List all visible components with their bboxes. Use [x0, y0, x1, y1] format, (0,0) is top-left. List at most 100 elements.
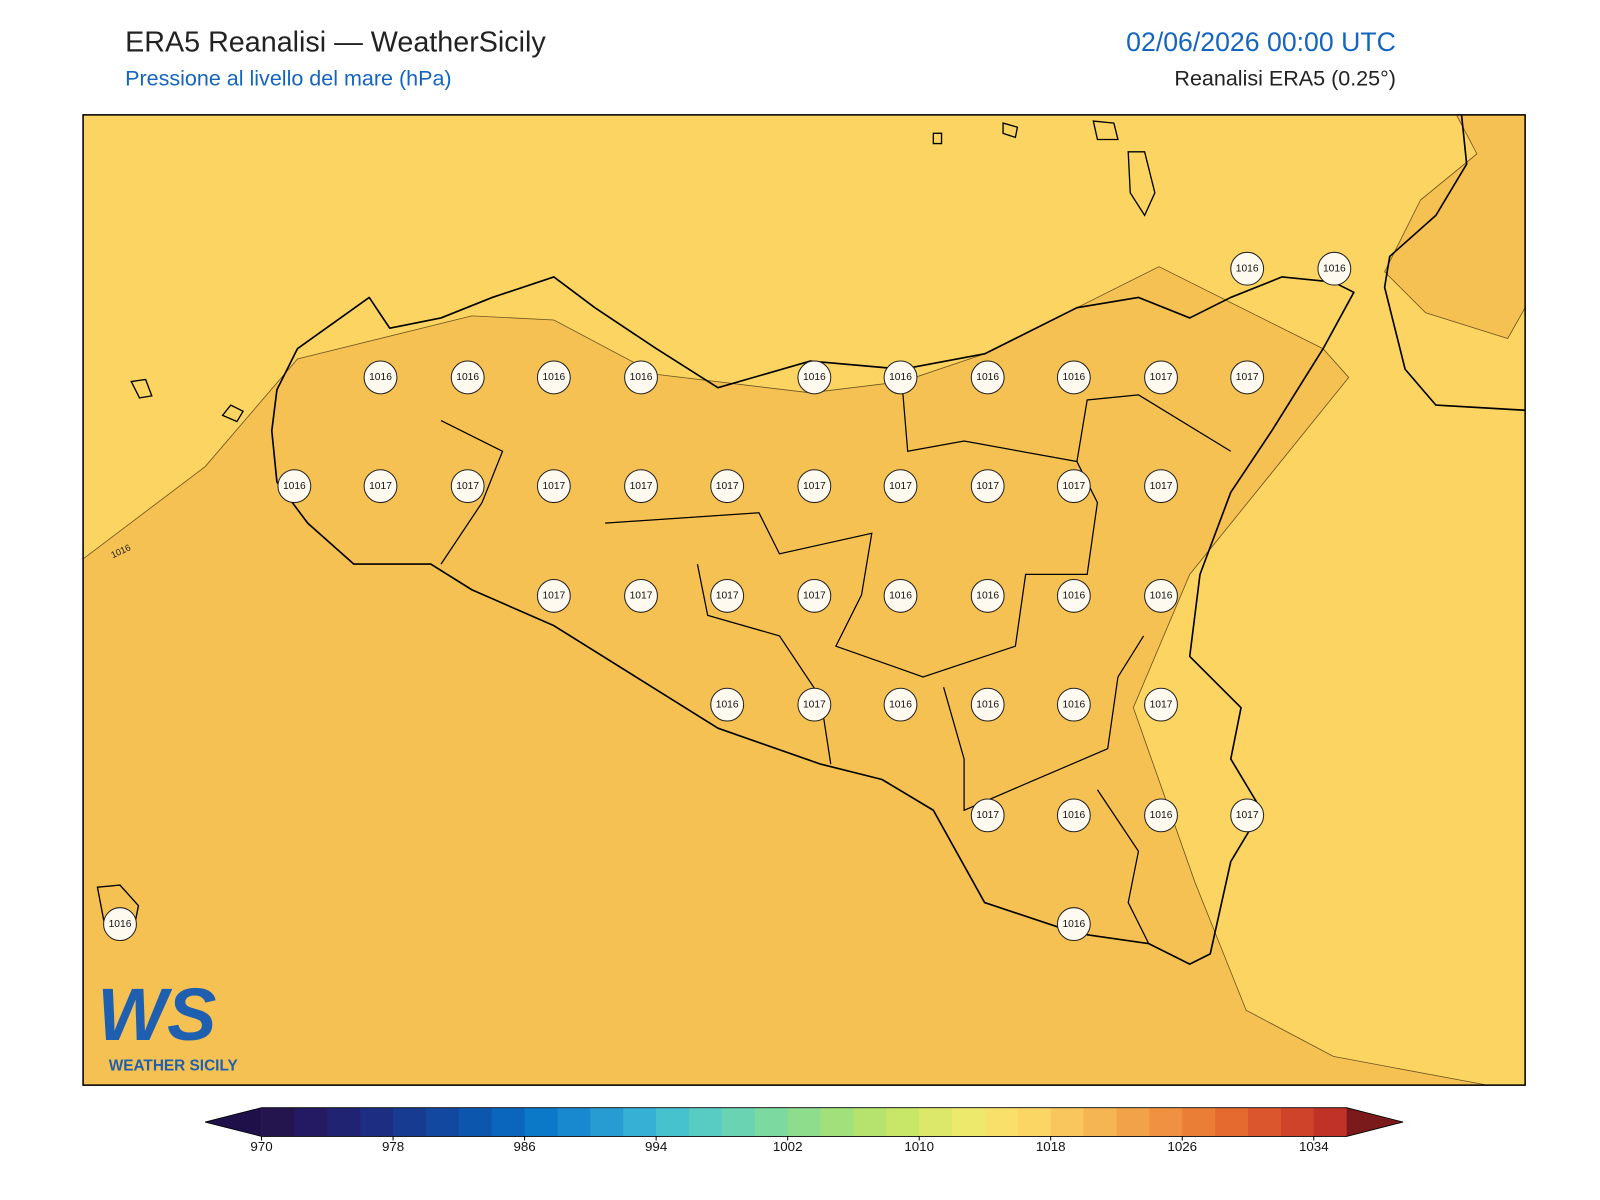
station-marker: [1056, 578, 1091, 613]
station-value: 1017: [716, 591, 739, 602]
station-marker: [1144, 578, 1178, 613]
station-value: 1016: [1323, 263, 1346, 274]
colorbar-segment: [952, 1107, 986, 1137]
station: 1017: [536, 469, 571, 504]
logo: WS WEATHER SICILY: [97, 973, 237, 1075]
station-value: 1017: [630, 481, 653, 492]
station-marker: [1230, 360, 1265, 395]
station-marker: [450, 360, 485, 395]
station-marker: [1144, 687, 1178, 722]
station: 1017: [1056, 469, 1091, 504]
station: 1016: [710, 687, 745, 722]
station-value: 1016: [803, 372, 826, 383]
station: 1016: [883, 360, 918, 395]
station: 1017: [624, 578, 658, 613]
colorbar-segment: [754, 1107, 789, 1137]
station-marker: [970, 360, 1005, 395]
station: 1016: [103, 907, 137, 942]
colorbar-segment: [1050, 1107, 1085, 1137]
colorbar-segment: [557, 1107, 591, 1137]
station: 1017: [797, 687, 832, 722]
station-value: 1017: [716, 481, 739, 492]
colorbar-segment: [261, 1107, 295, 1137]
colorbar-segment: [458, 1107, 493, 1137]
station: 1016: [624, 360, 658, 395]
station-value: 1017: [976, 810, 999, 821]
station-marker: [970, 469, 1005, 504]
station-marker: [970, 687, 1005, 722]
station-marker: [363, 469, 398, 504]
station-value: 1016: [109, 919, 132, 930]
colorbar-segment: [721, 1107, 756, 1137]
station-value: 1016: [369, 372, 392, 383]
station-marker: [536, 469, 571, 504]
pressure-zone: [83, 266, 1488, 1086]
station: 1017: [710, 578, 745, 613]
station-marker: [710, 687, 745, 722]
station-marker: [1056, 469, 1091, 504]
colorbar: 970 978 986 994 1002 1010 1018 1026 1034: [205, 1107, 1404, 1154]
station: 1016: [450, 360, 485, 395]
station-value: 1017: [1062, 481, 1085, 492]
colorbar-segment: [327, 1107, 361, 1137]
station: 1016: [797, 360, 832, 395]
logo-letters: WS: [97, 973, 216, 1056]
station-value: 1016: [976, 699, 999, 710]
station: 1016: [1144, 798, 1178, 833]
station-value: 1016: [1062, 699, 1085, 710]
station-value: 1017: [1236, 810, 1259, 821]
station-marker: [363, 360, 398, 395]
province-border: [440, 419, 504, 565]
colorbar-segment: [919, 1107, 953, 1137]
colorbar-segment: [590, 1107, 624, 1137]
station: 1016: [277, 469, 312, 504]
station: 1017: [797, 578, 832, 613]
station: 1017: [883, 469, 918, 504]
colorbar-segment: [294, 1107, 328, 1137]
colorbar-segment: [1280, 1107, 1315, 1137]
province-border: [605, 461, 1099, 678]
station: 1016: [1056, 687, 1091, 722]
station: 1016: [970, 578, 1005, 613]
station-value: 1016: [889, 699, 912, 710]
colorbar-segment: [1182, 1107, 1216, 1137]
station-value: 1016: [630, 372, 653, 383]
station: 1017: [363, 469, 398, 504]
station: 1016: [1056, 907, 1091, 942]
station-value: 1016: [976, 372, 999, 383]
station-value: 1017: [1150, 481, 1173, 492]
colorbar-segment: [623, 1107, 657, 1137]
colorbar-tick-label: 994: [645, 1139, 668, 1154]
station: 1017: [970, 469, 1005, 504]
colorbar-segment: [524, 1107, 558, 1137]
station-marker: [883, 469, 918, 504]
colorbar-segment: [1083, 1107, 1118, 1137]
station-marker: [1230, 251, 1265, 286]
station-marker: [536, 360, 571, 395]
station-marker: [797, 360, 832, 395]
station-marker: [883, 578, 918, 613]
station-marker: [797, 578, 832, 613]
station-value: 1017: [1236, 372, 1259, 383]
sicily-coast: [270, 276, 1355, 965]
colorbar-tick-label: 986: [513, 1139, 535, 1154]
station: 1016: [1317, 251, 1352, 286]
station-marker: [450, 469, 485, 504]
station: 1016: [1230, 251, 1265, 286]
station: 1017: [1230, 360, 1265, 395]
subtitle: Pressione al livello del mare (hPa): [125, 67, 451, 91]
colorbar-segment: [1215, 1107, 1249, 1137]
datetime: 02/06/2026 00:00 UTC: [1126, 27, 1396, 57]
colorbar-over: [1346, 1107, 1404, 1137]
station-marker: [1230, 798, 1265, 833]
station-value: 1017: [976, 481, 999, 492]
province-border: [1096, 789, 1150, 944]
colorbar-tick-label: 1034: [1299, 1139, 1329, 1154]
isobar: [1384, 114, 1526, 339]
station-marker: [970, 798, 1005, 833]
station: 1017: [797, 469, 832, 504]
colorbar-tick-label: 1010: [904, 1139, 934, 1154]
station-value: 1017: [889, 481, 912, 492]
station: 1017: [1144, 360, 1178, 395]
station-value: 1017: [803, 481, 826, 492]
